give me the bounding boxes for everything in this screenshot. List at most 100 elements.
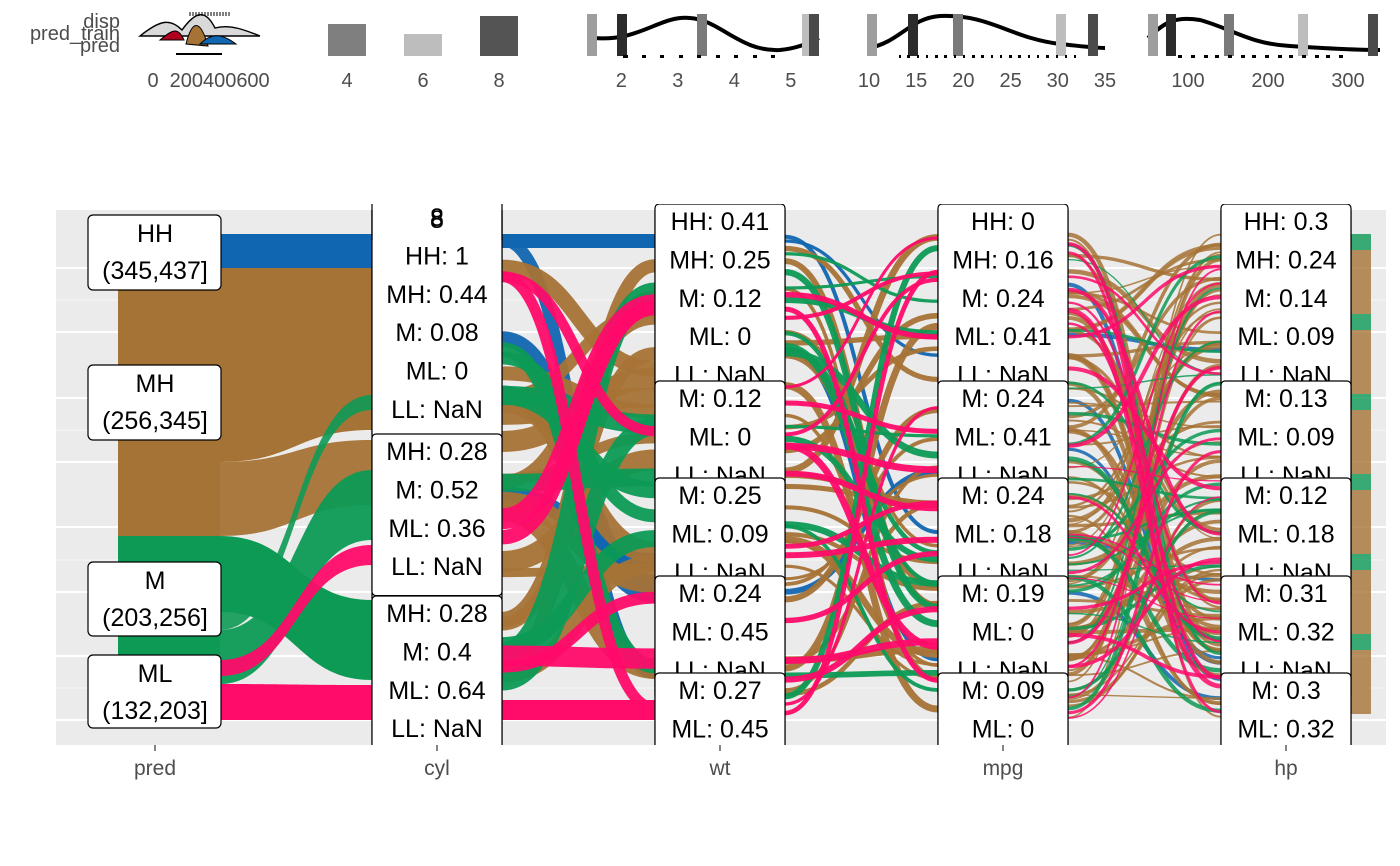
wt-stratum-label: ML: 0	[689, 423, 752, 451]
mpg-tick-label: 30	[1047, 70, 1069, 92]
cyl-bar	[328, 24, 366, 56]
hp-rug	[1289, 55, 1291, 58]
stratum-fill	[1351, 394, 1371, 410]
wt-quantile-mark	[587, 14, 597, 56]
wt-quantile-mark	[697, 14, 707, 56]
wt-stratum-label: M: 0.12	[678, 285, 761, 313]
mpg-tick-label: 35	[1094, 70, 1116, 92]
disp-axis-label: disp	[83, 11, 120, 33]
stratum-fill	[1351, 250, 1371, 266]
hp-stratum-label: M: 0.12	[1244, 482, 1327, 510]
flow-ribbon	[220, 234, 372, 268]
flow-thread	[1067, 612, 1222, 644]
flow-thread	[501, 271, 656, 437]
hp-rug	[1215, 55, 1217, 58]
stratum-fill	[1351, 442, 1371, 458]
stratum-fill	[1351, 650, 1371, 666]
stratum-fill	[1351, 458, 1371, 474]
mpg-tick-label: 15	[905, 70, 927, 92]
stratum-fill	[1351, 682, 1371, 698]
hp-rug	[1206, 55, 1208, 58]
wt-tick-label: 5	[785, 70, 796, 92]
wt-tick-label: 3	[672, 70, 683, 92]
mpg-stratum-label: ML: 0	[972, 618, 1035, 646]
flow-thread	[501, 591, 656, 673]
bottom-mask	[0, 745, 1400, 866]
mpg-rug	[917, 55, 919, 58]
flow-thread	[1067, 557, 1222, 669]
wt-stratum-label: M: 0.12	[678, 385, 761, 413]
mpg-rug	[926, 55, 928, 58]
flow-thread	[1067, 258, 1222, 311]
flow-thread	[784, 524, 939, 692]
cyl-bar	[480, 16, 518, 56]
flow-thread	[784, 536, 939, 559]
flow-thread	[784, 442, 939, 474]
mpg-rug	[899, 55, 901, 58]
hp-stratum-label: M: 0.3	[1251, 677, 1320, 705]
hp-stratum-label: MH: 0.24	[1235, 246, 1337, 274]
stratum-fill	[1351, 474, 1371, 490]
wt-stratum-label: ML: 0.45	[671, 618, 768, 646]
stratum-fill	[1351, 410, 1371, 426]
disp-tick-label: 600	[236, 70, 269, 92]
cyl-bar	[404, 34, 442, 56]
mpg-rug	[1000, 55, 1002, 58]
disp-tick-label: 200	[170, 70, 203, 92]
flow-thread	[784, 551, 939, 624]
hp-stratum-label: ML: 0.32	[1237, 618, 1334, 646]
flow-ribbon	[220, 545, 372, 676]
mpg-stratum-label: ML: 0.18	[954, 520, 1051, 548]
flow-thread	[1067, 365, 1222, 645]
flow-thread	[784, 400, 939, 434]
alluvial-flows	[118, 232, 1371, 720]
wt-rug	[718, 55, 720, 58]
hp-rug	[1302, 55, 1304, 58]
hp-rug	[1254, 55, 1256, 58]
stratum-fill	[1351, 666, 1371, 682]
flow-thread	[1067, 633, 1222, 679]
hp-rug	[1315, 55, 1317, 58]
flow-thread	[1067, 310, 1222, 668]
mpg-stratum-label: MH: 0.16	[952, 246, 1053, 274]
disp-tick-label: 400	[203, 70, 236, 92]
hp-rug	[1291, 55, 1293, 58]
hp-rug	[1217, 55, 1219, 58]
mpg-stratum-label: M: 0.24	[961, 482, 1044, 510]
flow-thread	[1067, 307, 1222, 689]
hp-quantile-mark	[1224, 14, 1234, 56]
pred-range-label: (345,437]	[102, 257, 208, 285]
pred-label-box	[87, 654, 222, 729]
flow-thread	[784, 275, 939, 290]
flow-thread	[784, 252, 939, 303]
mpg-rug	[1028, 55, 1030, 58]
stratum-fill	[1351, 314, 1371, 330]
hp-rug	[1180, 55, 1182, 58]
pred-label-box	[87, 561, 222, 637]
flow-thread	[1067, 381, 1222, 653]
x-axis-label: pred	[134, 757, 176, 780]
flow-thread	[1067, 291, 1222, 334]
stratum-fill	[1351, 378, 1371, 394]
disp-axis-label: pred	[80, 35, 120, 57]
cyl-stratum-label: LL: NaN	[391, 396, 483, 424]
hp-tick-label: 200	[1251, 70, 1284, 92]
mpg-stratum-label: M: 0.24	[961, 285, 1044, 313]
mpg-rug	[1046, 55, 1048, 58]
hp-rug	[1265, 55, 1267, 58]
pred-range-label: (203,256]	[102, 604, 208, 632]
flow-thread	[784, 470, 939, 512]
wt-rug	[736, 55, 738, 58]
hp-rug	[1280, 55, 1282, 58]
stratum-fill	[1351, 362, 1371, 378]
flow-thread	[1067, 295, 1222, 448]
flow-thread	[1067, 265, 1222, 294]
mpg-rug	[907, 55, 909, 58]
mpg-rug	[1018, 55, 1020, 58]
wt-rug	[626, 55, 628, 58]
mpg-rug	[1056, 55, 1058, 58]
cyl-stratum-label: ML: 0.64	[388, 677, 485, 705]
hp-quantile-mark	[1148, 14, 1158, 56]
flow-thread	[784, 638, 939, 665]
strata: HH (345,437] MH (256,345] M (203,256] ML (132,2…	[0, 140, 1400, 866]
